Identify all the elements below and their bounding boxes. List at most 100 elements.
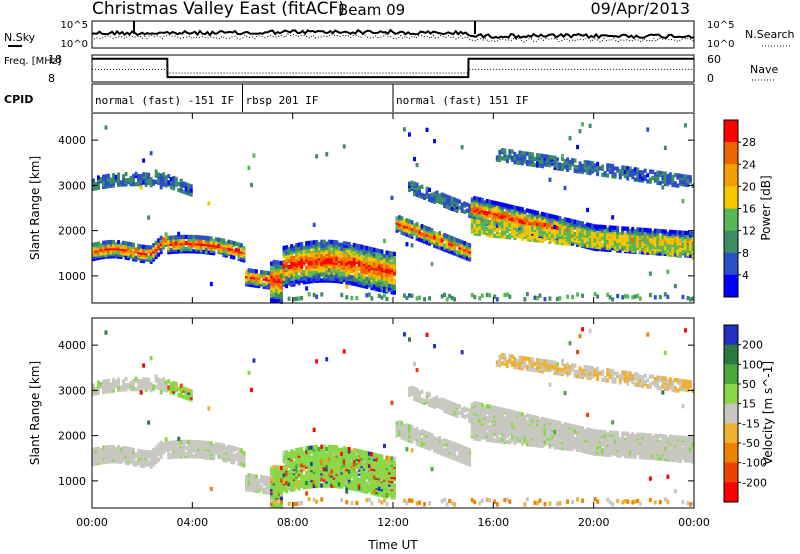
velocity-cell bbox=[177, 386, 181, 392]
power-cell bbox=[167, 174, 171, 179]
power-cell bbox=[327, 251, 331, 257]
power-cell bbox=[495, 297, 499, 302]
power-cell bbox=[357, 244, 361, 249]
power-cell bbox=[192, 234, 196, 240]
power-cell bbox=[465, 242, 469, 247]
power-cell bbox=[531, 213, 534, 218]
power-cell bbox=[463, 241, 467, 246]
power-cell bbox=[480, 293, 484, 298]
power-cell bbox=[553, 224, 557, 230]
velocity-cell bbox=[169, 390, 173, 395]
power-cell bbox=[561, 156, 564, 161]
power-cell bbox=[270, 265, 273, 270]
power-cell bbox=[144, 172, 148, 177]
power-cell bbox=[641, 170, 645, 175]
power-cell bbox=[533, 156, 537, 162]
velocity-cell bbox=[265, 481, 268, 487]
nave-line bbox=[92, 68, 694, 74]
power-cell bbox=[159, 181, 163, 186]
power-cell bbox=[500, 214, 504, 219]
power-cell bbox=[548, 221, 552, 227]
velocity-cell bbox=[124, 383, 128, 388]
power-colorbar-segment bbox=[724, 208, 738, 232]
power-cell bbox=[648, 177, 652, 182]
power-cell bbox=[468, 211, 472, 216]
velocity-cell bbox=[340, 451, 344, 457]
power-cell bbox=[262, 270, 266, 275]
velocity-cell bbox=[94, 387, 98, 392]
power-cell bbox=[418, 237, 421, 242]
power-cell bbox=[603, 239, 607, 244]
power-cell bbox=[498, 201, 502, 207]
power-cell bbox=[566, 237, 569, 242]
power-cell bbox=[250, 268, 253, 273]
power-cell bbox=[265, 280, 268, 286]
power-cell bbox=[653, 172, 657, 177]
power-cell bbox=[596, 232, 600, 237]
power-cell bbox=[653, 228, 657, 233]
power-cell bbox=[312, 274, 316, 280]
power-cell bbox=[340, 246, 344, 252]
power-cell bbox=[488, 220, 492, 226]
power-cell bbox=[182, 189, 186, 194]
power-cell bbox=[684, 230, 687, 236]
power-cell bbox=[661, 229, 665, 234]
velocity-cell bbox=[337, 447, 341, 452]
power-cell bbox=[302, 249, 306, 254]
velocity-cell bbox=[217, 448, 221, 453]
power-cell bbox=[608, 295, 612, 300]
power-cell bbox=[588, 123, 592, 128]
power-cell bbox=[551, 229, 554, 234]
power-cell bbox=[445, 194, 449, 199]
power-cell bbox=[636, 236, 640, 242]
velocity-cell bbox=[224, 446, 228, 451]
velocity-cell bbox=[134, 387, 138, 392]
power-cell bbox=[217, 243, 221, 248]
power-cell bbox=[591, 244, 595, 249]
power-cell bbox=[453, 237, 457, 242]
power-cell bbox=[285, 261, 288, 266]
velocity-cell bbox=[290, 449, 294, 454]
power-cell bbox=[380, 249, 384, 254]
noise-right-tick-top: 10^5 bbox=[707, 20, 734, 31]
power-cell bbox=[515, 223, 519, 229]
power-cell bbox=[541, 153, 544, 159]
power-cell bbox=[383, 254, 386, 259]
velocity-cell bbox=[310, 455, 314, 460]
power-colorbar-segment bbox=[724, 274, 738, 298]
power-cell bbox=[260, 280, 263, 285]
y-tick-label: 2000 bbox=[58, 225, 86, 238]
power-cell bbox=[104, 125, 108, 130]
power-cell bbox=[149, 177, 153, 182]
power-cell bbox=[546, 213, 549, 218]
power-cell bbox=[646, 237, 650, 243]
power-cell bbox=[337, 242, 341, 247]
power-cell bbox=[367, 246, 371, 251]
power-cell bbox=[428, 197, 431, 202]
power-cell bbox=[633, 177, 637, 182]
power-cell bbox=[377, 287, 381, 292]
power-cell bbox=[199, 247, 203, 252]
power-cell bbox=[636, 227, 640, 232]
velocity-cell bbox=[149, 450, 153, 455]
velocity-cell bbox=[109, 382, 113, 387]
power-cell bbox=[415, 222, 419, 227]
power-cell bbox=[109, 239, 113, 245]
velocity-cell bbox=[275, 493, 278, 498]
power-cell bbox=[162, 237, 166, 242]
velocity-cell bbox=[237, 447, 241, 452]
power-cell bbox=[546, 154, 549, 159]
velocity-cell bbox=[104, 445, 108, 450]
power-cell bbox=[310, 260, 314, 266]
velocity-cell bbox=[247, 485, 251, 490]
velocity-cell bbox=[107, 378, 110, 384]
velocity-cell bbox=[370, 474, 374, 479]
noise-left-label: N.Sky bbox=[4, 31, 36, 44]
velocity-cell bbox=[107, 445, 110, 450]
power-cell bbox=[613, 166, 617, 171]
velocity-cell bbox=[154, 445, 158, 450]
power-cell bbox=[656, 245, 660, 250]
velocity-cell bbox=[157, 377, 161, 382]
power-cell bbox=[317, 241, 321, 247]
power-cell bbox=[689, 250, 692, 255]
